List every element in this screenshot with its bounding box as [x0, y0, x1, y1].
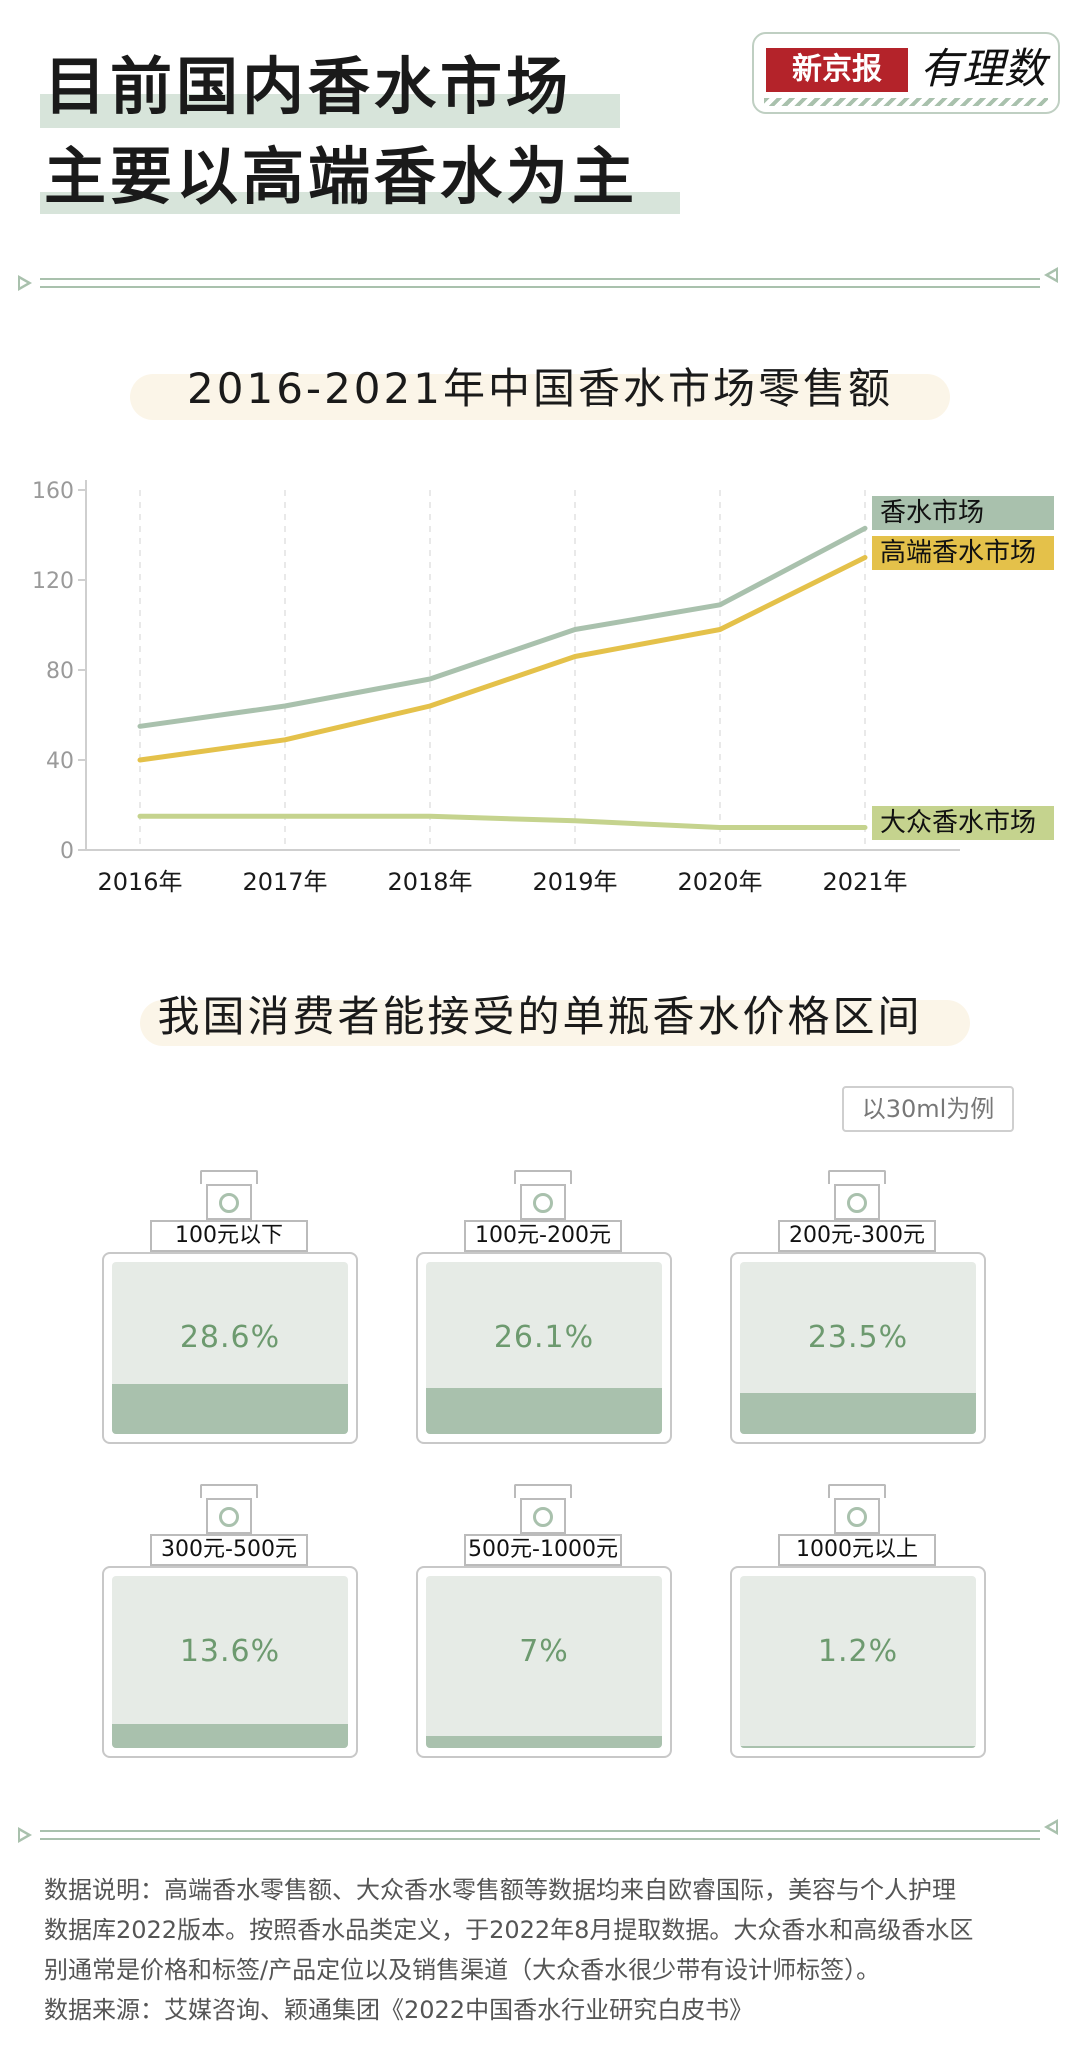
y-tick-label: 80	[46, 659, 74, 684]
divider-left-arrow-icon	[18, 275, 32, 291]
bottle-price-range: 500元-1000元	[464, 1534, 622, 1566]
bottle-cap-top	[514, 1170, 572, 1184]
bottle-2: 100元-200元 26.1%	[416, 1170, 672, 1444]
divider-bottom	[40, 1830, 1040, 1840]
x-tick-label: 2019年	[532, 868, 617, 896]
bottle-cap	[520, 1184, 566, 1220]
bottle-glass: 28.6%	[112, 1262, 348, 1434]
y-tick-label: 40	[46, 749, 74, 774]
series-line	[137, 813, 868, 830]
page-title-line-2: 主要以高端香水为主	[44, 140, 639, 213]
divider-right-arrow-icon	[1044, 1819, 1058, 1835]
logo-script-text: 有理数	[920, 44, 1047, 93]
bottle-price-range: 1000元以上	[778, 1534, 936, 1566]
title-highlight-2	[40, 192, 680, 214]
bottle-glass: 1.2%	[740, 1576, 976, 1748]
ring-icon	[847, 1193, 867, 1213]
bottle-4: 300元-500元 13.6%	[102, 1484, 358, 1758]
footer-source: 数据来源：艾媒咨询、颖通集团《2022中国香水行业研究白皮书》	[44, 1996, 754, 2024]
unit-note: 以30ml为例	[842, 1086, 1014, 1132]
bottle-percent: 7%	[519, 1634, 569, 1669]
y-tick-label: 120	[32, 569, 74, 594]
bottle-5: 500元-1000元 7%	[416, 1484, 672, 1758]
divider-top	[40, 278, 1040, 288]
y-tick-label: 160	[32, 479, 74, 504]
bottle-glass: 7%	[426, 1576, 662, 1748]
chart-title: 2016-2021年中国香水市场零售额	[187, 364, 893, 413]
bottle-body: 26.1%	[416, 1252, 672, 1444]
bottle-cap	[834, 1184, 880, 1220]
bottle-body: 7%	[416, 1566, 672, 1758]
bottle-cap-top	[200, 1484, 258, 1498]
bottle-price-range: 100元-200元	[464, 1220, 622, 1252]
bottle-percent: 28.6%	[179, 1320, 281, 1355]
bottle-price-range: 100元以下	[150, 1220, 308, 1252]
bottle-glass: 13.6%	[112, 1576, 348, 1748]
bottle-cap	[520, 1498, 566, 1534]
x-tick-label: 2016年	[97, 868, 182, 896]
series-label: 大众香水市场	[872, 805, 1054, 840]
bottle-cap-top	[514, 1484, 572, 1498]
series-label: 香水市场	[872, 496, 1054, 531]
footer-line-1: 数据说明：高端香水零售额、大众香水零售额等数据均来自欧睿国际，美容与个人护理	[44, 1876, 956, 1904]
chart-title-pill	[130, 374, 950, 420]
bottle-6: 1000元以上 1.2%	[730, 1484, 986, 1758]
title-highlight-1	[40, 94, 620, 128]
bottle-price-range: 300元-500元	[150, 1534, 308, 1566]
x-tick-label: 2021年	[822, 868, 907, 896]
series-line	[137, 555, 868, 763]
bottle-body: 1.2%	[730, 1566, 986, 1758]
bottle-price-range: 200元-300元	[778, 1220, 936, 1252]
bottle-cap	[834, 1498, 880, 1534]
series-line	[137, 525, 868, 729]
logo-brand-name: 新京报	[766, 48, 908, 92]
bottle-percent: 26.1%	[493, 1320, 595, 1355]
bottle-body: 28.6%	[102, 1252, 358, 1444]
ring-icon	[219, 1507, 239, 1527]
price-section-title: 我国消费者能接受的单瓶香水价格区间	[157, 992, 923, 1041]
bottle-cap-top	[200, 1170, 258, 1184]
bottle-liquid-fill	[426, 1388, 662, 1434]
ring-icon	[219, 1193, 239, 1213]
brand-logo: 新京报 有理数	[752, 32, 1060, 114]
ring-icon	[533, 1507, 553, 1527]
ring-icon	[533, 1193, 553, 1213]
y-tick-label: 0	[60, 839, 74, 864]
bottle-body: 23.5%	[730, 1252, 986, 1444]
bottle-1: 100元以下 28.6%	[102, 1170, 358, 1444]
price-title-pill	[140, 1000, 970, 1046]
bottle-percent: 1.2%	[817, 1634, 899, 1669]
divider-right-arrow-icon	[1044, 267, 1058, 283]
bottle-liquid-fill	[112, 1384, 348, 1434]
footer-line-3: 别通常是价格和标签/产品定位以及销售渠道（大众香水很少带有设计师标签）。	[44, 1956, 881, 1984]
bottle-liquid-fill	[740, 1746, 976, 1748]
bottle-glass: 26.1%	[426, 1262, 662, 1434]
ring-icon	[847, 1507, 867, 1527]
bottle-percent: 13.6%	[179, 1634, 281, 1669]
x-tick-label: 2018年	[387, 868, 472, 896]
bottle-3: 200元-300元 23.5%	[730, 1170, 986, 1444]
line-chart: 0 40 80 120 160 2016年 2017年 2018年 2019年 2020年 2021…	[32, 479, 960, 896]
bottle-body: 13.6%	[102, 1566, 358, 1758]
x-tick-label: 2020年	[677, 868, 762, 896]
page-title-line-1: 目前国内香水市场	[44, 50, 573, 123]
divider-left-arrow-icon	[18, 1827, 32, 1843]
footer-notes: 数据说明：高端香水零售额、大众香水零售额等数据均来自欧睿国际，美容与个人护理 数…	[44, 1870, 1044, 2030]
bottle-liquid-fill	[740, 1393, 976, 1434]
series-label: 高端香水市场	[872, 535, 1054, 570]
bottle-cap	[206, 1184, 252, 1220]
bottle-cap-top	[828, 1484, 886, 1498]
footer-line-2: 数据库2022版本。按照香水品类定义，于2022年8月提取数据。大众香水和高级香…	[44, 1916, 974, 1944]
bottle-liquid-fill	[112, 1724, 348, 1748]
logo-hatch-decoration	[764, 98, 1048, 106]
x-tick-label: 2017年	[242, 868, 327, 896]
bottle-glass: 23.5%	[740, 1262, 976, 1434]
bottle-liquid-fill	[426, 1736, 662, 1748]
bottle-cap	[206, 1498, 252, 1534]
bottle-percent: 23.5%	[807, 1320, 909, 1355]
bottle-cap-top	[828, 1170, 886, 1184]
